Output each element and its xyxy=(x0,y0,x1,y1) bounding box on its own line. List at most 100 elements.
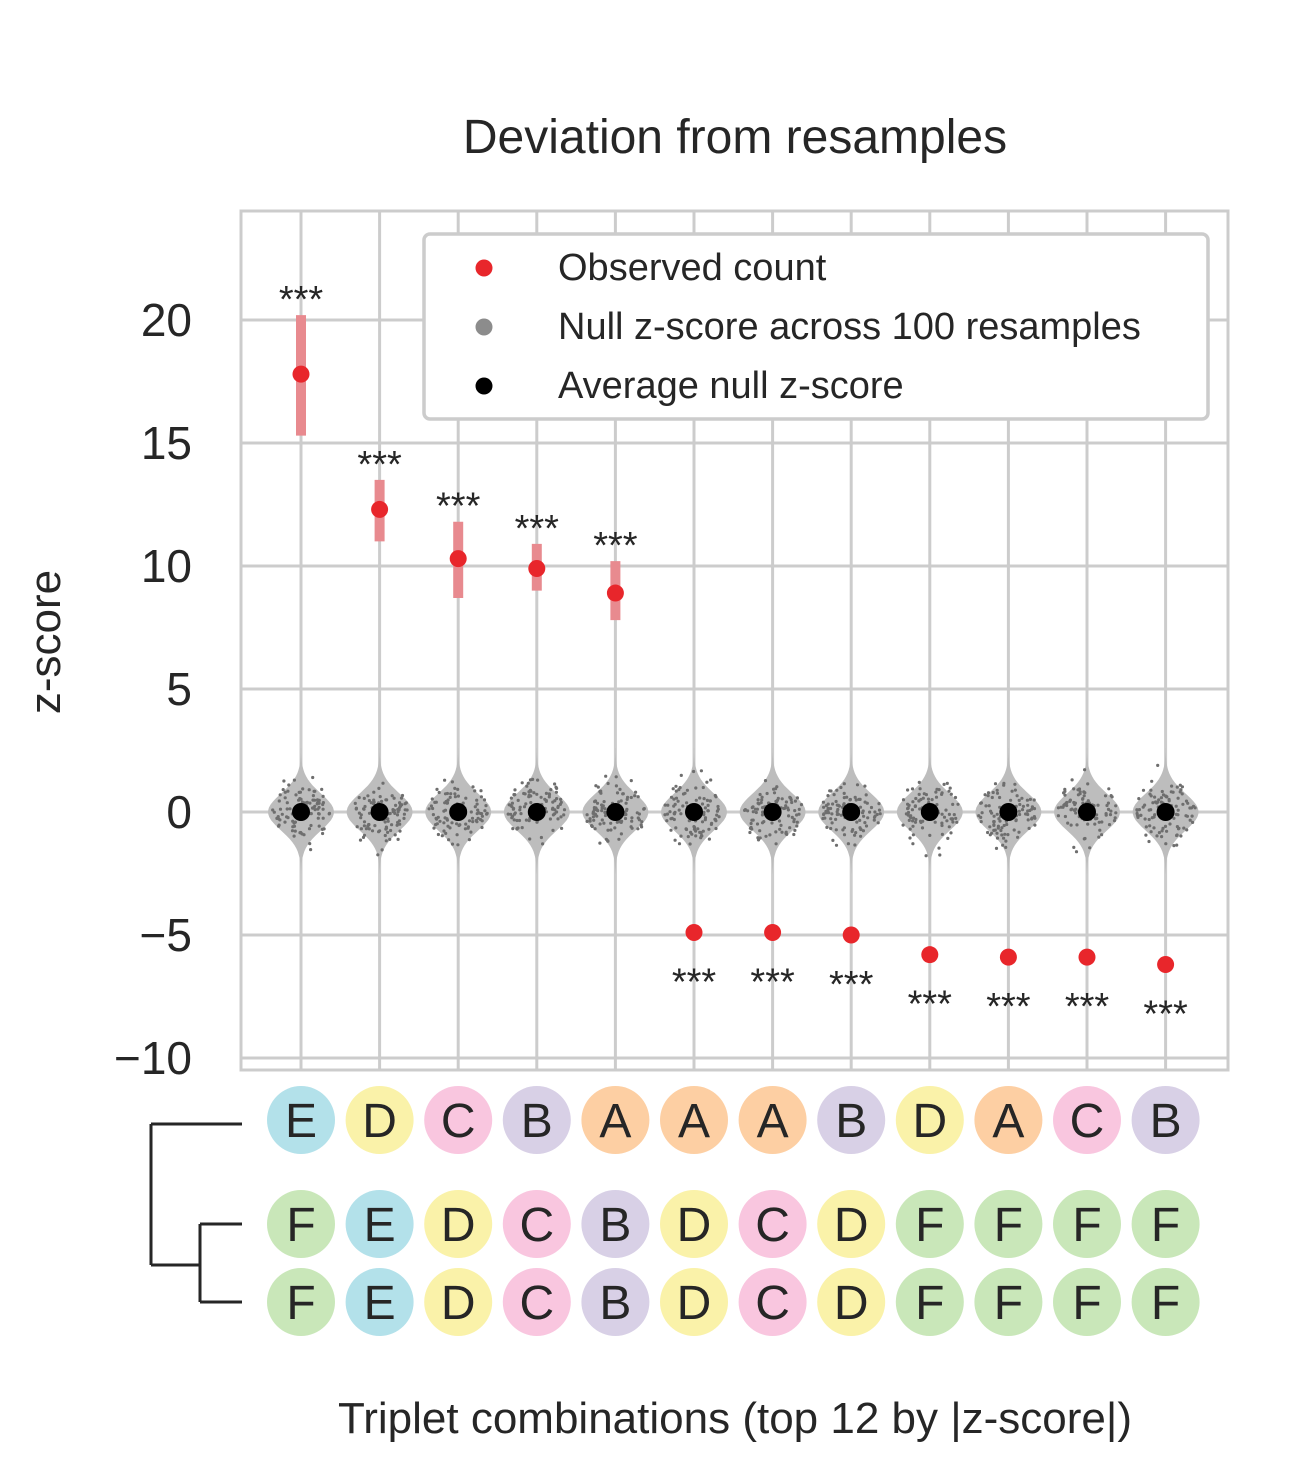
null-point xyxy=(480,814,484,818)
null-point xyxy=(997,817,1001,821)
null-point xyxy=(367,811,372,815)
null-point xyxy=(1027,826,1031,831)
null-point xyxy=(665,819,669,823)
category-letter: B xyxy=(599,1199,631,1252)
null-point xyxy=(485,812,489,816)
null-point xyxy=(1020,808,1025,812)
null-point xyxy=(405,808,409,812)
null-point xyxy=(471,820,475,824)
null-point xyxy=(394,803,398,808)
category-letter: F xyxy=(994,1199,1023,1252)
null-point xyxy=(995,791,1000,795)
null-point xyxy=(446,798,450,802)
null-point xyxy=(455,833,459,837)
null-point xyxy=(950,817,955,821)
null-point xyxy=(756,838,761,842)
null-point xyxy=(792,832,796,837)
null-point xyxy=(1135,811,1139,816)
null-point xyxy=(999,828,1003,833)
null-point xyxy=(956,802,960,806)
null-point xyxy=(506,812,510,816)
null-point xyxy=(1172,816,1176,820)
null-point xyxy=(989,809,993,813)
y-tick-label: 15 xyxy=(141,417,192,469)
null-point xyxy=(473,805,477,809)
category-circle xyxy=(974,1268,1043,1336)
category-letter: E xyxy=(364,1199,396,1252)
null-point xyxy=(402,816,406,821)
null-point xyxy=(554,790,559,794)
null-point xyxy=(1018,812,1022,817)
null-point xyxy=(830,821,834,825)
null-point xyxy=(444,831,448,836)
null-point xyxy=(392,796,396,800)
null-point xyxy=(271,808,275,812)
null-point xyxy=(842,782,846,786)
null-point xyxy=(559,797,563,802)
null-point xyxy=(920,826,925,830)
null-point xyxy=(315,802,319,806)
null-point xyxy=(761,806,765,810)
category-circle xyxy=(895,1190,964,1258)
null-point xyxy=(1025,798,1029,802)
null-point xyxy=(855,783,860,787)
null-point xyxy=(1150,779,1154,783)
null-point xyxy=(829,806,833,811)
null-point xyxy=(934,795,939,799)
null-point xyxy=(636,795,640,799)
triplet-member: E xyxy=(345,1190,414,1258)
null-point xyxy=(615,791,620,795)
significance-label: *** xyxy=(279,279,324,321)
null-point xyxy=(940,832,945,837)
null-point xyxy=(453,786,457,791)
null-point xyxy=(825,825,829,830)
null-point xyxy=(670,816,674,821)
null-point xyxy=(768,833,772,837)
null-point xyxy=(1100,820,1104,824)
null-point xyxy=(291,825,295,829)
null-point xyxy=(787,814,791,818)
null-point xyxy=(984,804,988,808)
null-point xyxy=(669,828,673,832)
null-point xyxy=(842,791,846,796)
null-point xyxy=(911,819,915,823)
null-point xyxy=(453,795,457,799)
null-point xyxy=(705,798,710,803)
null-point xyxy=(1176,796,1180,800)
null-point xyxy=(715,813,719,817)
null-point xyxy=(1001,843,1005,847)
significance-label: *** xyxy=(829,964,874,1006)
null-point xyxy=(559,800,563,805)
null-point xyxy=(277,824,281,828)
null-point xyxy=(933,820,937,824)
null-point xyxy=(778,827,782,831)
null-point xyxy=(760,798,764,802)
null-point xyxy=(906,788,910,792)
category-circle xyxy=(424,1190,493,1258)
null-point xyxy=(1159,796,1163,800)
average-null-point xyxy=(685,803,703,821)
null-point xyxy=(292,834,296,838)
null-point xyxy=(716,804,720,809)
null-point xyxy=(543,797,547,801)
chart-title: Deviation from resamples xyxy=(463,111,1007,164)
null-point xyxy=(839,813,843,817)
null-point xyxy=(362,807,366,811)
null-point xyxy=(1171,790,1175,794)
null-point xyxy=(764,834,768,838)
observed-point xyxy=(1078,948,1096,966)
null-point xyxy=(836,812,841,816)
null-point xyxy=(834,817,838,822)
null-point xyxy=(822,812,826,816)
null-point xyxy=(1003,832,1007,836)
null-point xyxy=(1149,808,1153,812)
null-point xyxy=(603,813,608,818)
null-point xyxy=(979,820,983,824)
legend: Observed count Null z-score across 100 re… xyxy=(422,232,1210,421)
null-point xyxy=(1015,794,1019,798)
null-point xyxy=(714,826,718,831)
null-point xyxy=(793,828,797,833)
null-point xyxy=(1179,834,1183,838)
y-tick-label: −5 xyxy=(140,909,192,961)
null-point xyxy=(1097,835,1101,839)
